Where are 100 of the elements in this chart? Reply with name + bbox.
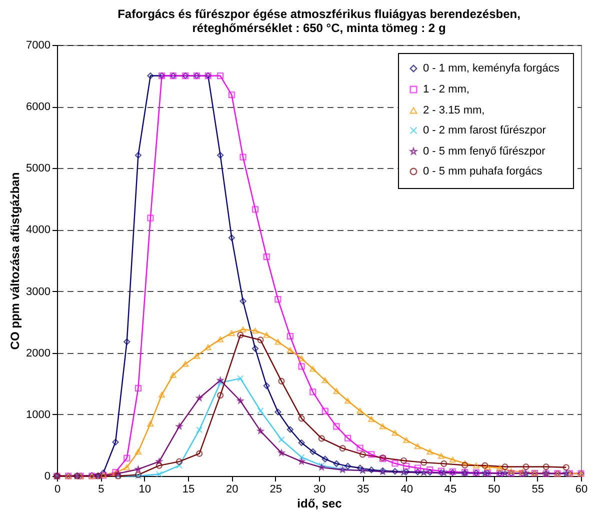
x-tick-label: 5: [98, 484, 104, 496]
point: [252, 206, 259, 213]
point: [182, 361, 189, 367]
point: [274, 338, 282, 345]
y-axis-title: CO ppm változása afüstgázban: [8, 172, 22, 350]
point: [134, 152, 142, 158]
legend-label: 2 - 3.15 mm,: [423, 104, 485, 116]
point: [339, 445, 346, 452]
point: [228, 330, 235, 336]
point: [158, 392, 166, 398]
point: [240, 154, 246, 160]
point: [333, 423, 340, 430]
point: [426, 466, 434, 474]
point: [274, 408, 282, 416]
point: [392, 460, 398, 467]
y-tick-label: 5000: [26, 162, 50, 175]
point: [252, 345, 259, 352]
point: [228, 234, 235, 242]
point: [156, 470, 162, 478]
point: [286, 347, 294, 354]
point: [156, 462, 162, 469]
y-tick-label: 1000: [26, 408, 50, 421]
point: [263, 332, 270, 338]
point: [542, 463, 550, 470]
y-tick-label: 6000: [26, 101, 50, 114]
text: Faforgács és fűrészpor égése atmoszférikus fluiágyas berendezésben,: [118, 7, 520, 21]
point: [482, 462, 488, 469]
point: [368, 466, 375, 474]
point: [344, 398, 352, 404]
x-tick-label: 30: [313, 484, 326, 496]
point: [263, 254, 270, 260]
point: [114, 470, 122, 476]
point: [298, 355, 305, 362]
y-tick-label: 2000: [26, 347, 50, 360]
legend-label: 0 - 2 mm farost fűrészpor: [423, 124, 546, 136]
point: [278, 436, 285, 443]
point: [298, 458, 305, 464]
point: [333, 388, 340, 394]
point: [344, 434, 352, 442]
point: [278, 450, 285, 456]
point: [176, 458, 183, 465]
point: [217, 392, 224, 399]
x-tick-label: 15: [182, 484, 195, 496]
point: [344, 462, 352, 470]
legend-label: 0 - 5 mm fenyő fűrészpor: [423, 146, 546, 158]
point: [263, 382, 270, 390]
point: [217, 72, 224, 80]
point: [298, 363, 305, 370]
point: [147, 72, 154, 80]
point: [257, 428, 264, 434]
y-tick-label: 4000: [26, 224, 50, 236]
point: [414, 443, 421, 450]
x-tick-label: 50: [488, 484, 500, 496]
point: [196, 450, 203, 457]
point: [310, 388, 316, 396]
point: [310, 366, 316, 372]
y-tick-label: 3000: [26, 286, 50, 298]
point: [403, 437, 410, 444]
point: [484, 464, 491, 470]
point: [274, 296, 282, 303]
point: [124, 338, 130, 346]
point: [217, 152, 224, 158]
point: [147, 214, 154, 222]
point: [217, 336, 224, 342]
point: [462, 462, 468, 469]
point: [240, 298, 246, 304]
x-tick-label: 35: [357, 484, 370, 496]
point: [392, 468, 398, 475]
point: [286, 426, 294, 433]
x-tick-label: 20: [226, 484, 238, 496]
point: [124, 454, 130, 462]
point: [368, 416, 375, 422]
point: [257, 336, 264, 344]
point: [204, 344, 212, 350]
x-axis-title: idő, sec: [297, 496, 342, 510]
point: [426, 469, 434, 476]
point: [310, 448, 316, 455]
point: [356, 444, 364, 452]
point: [322, 377, 328, 384]
point: [356, 464, 364, 472]
point: [392, 430, 398, 436]
point: [440, 460, 448, 467]
legend-label: 0 - 5 mm puhafa forgács: [423, 166, 543, 178]
point: [502, 463, 508, 470]
point: [403, 462, 410, 470]
x-tick-label: 25: [270, 484, 282, 496]
point: [333, 460, 340, 467]
point: [134, 448, 142, 455]
point: [147, 420, 154, 427]
point: [508, 468, 514, 474]
point: [414, 468, 421, 476]
x-tick-label: 55: [532, 484, 544, 496]
point: [257, 407, 264, 414]
point: [176, 462, 183, 469]
point: [278, 378, 285, 384]
text: réteghőmérséklet : 650 °C, minta tömeg : 2 g: [192, 21, 446, 35]
point: [426, 448, 434, 455]
point: [400, 457, 407, 464]
point: [252, 328, 259, 334]
y-tick-label: 7000: [26, 40, 50, 52]
